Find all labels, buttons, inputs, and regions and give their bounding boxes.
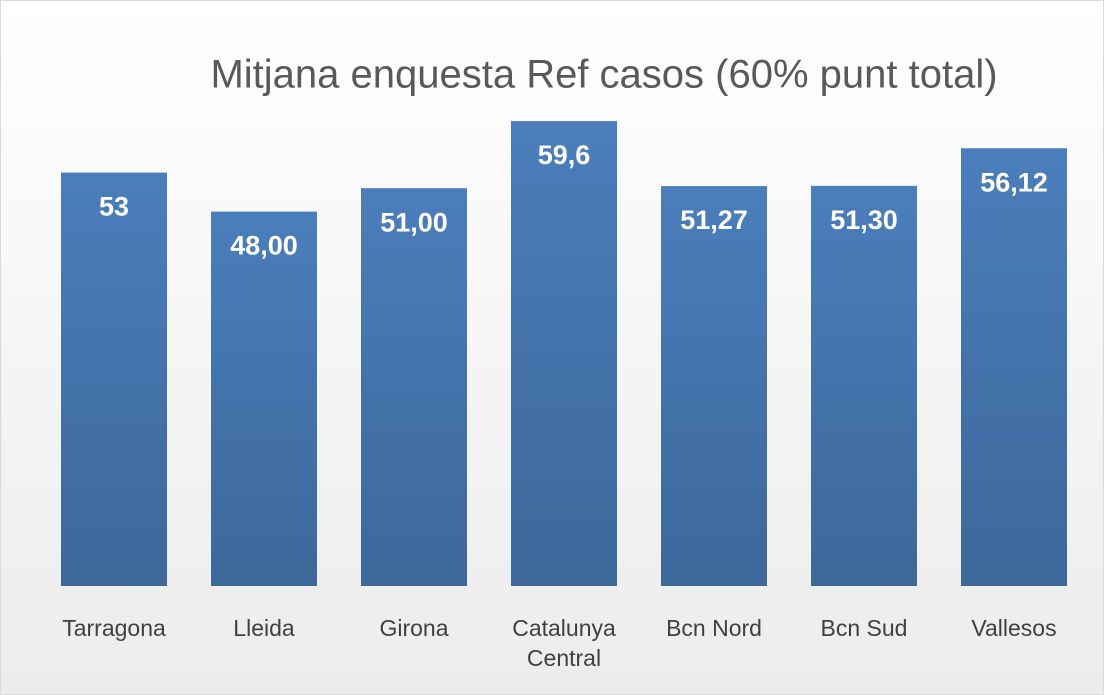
bar-shade bbox=[361, 188, 467, 586]
x-tick-label: Bcn Nord bbox=[666, 615, 762, 641]
x-tick-label: Catalunya Central bbox=[512, 615, 616, 671]
data-label: 53 bbox=[99, 192, 129, 222]
bar-shade bbox=[211, 211, 317, 586]
bar-shade bbox=[61, 172, 167, 586]
x-tick-label: Tarragona bbox=[62, 615, 166, 641]
x-tick-label: Lleida bbox=[233, 615, 295, 641]
data-label: 56,12 bbox=[980, 167, 1048, 197]
data-label: 51,30 bbox=[830, 205, 898, 235]
data-label: 59,6 bbox=[538, 140, 591, 170]
bar-shade bbox=[811, 185, 917, 587]
chart-title: Mitjana enquesta Ref casos (60% punt tot… bbox=[210, 53, 997, 97]
x-tick-label: Bcn Sud bbox=[820, 615, 908, 641]
x-tick-label: Girona bbox=[379, 615, 449, 641]
data-label: 51,00 bbox=[380, 207, 448, 237]
bar-shade bbox=[661, 186, 767, 586]
bar-shade bbox=[511, 121, 617, 587]
data-label: 48,00 bbox=[230, 231, 298, 261]
bar-shade bbox=[961, 148, 1067, 586]
data-label: 51,27 bbox=[680, 205, 748, 235]
x-tick-label: Vallesos bbox=[971, 615, 1057, 641]
